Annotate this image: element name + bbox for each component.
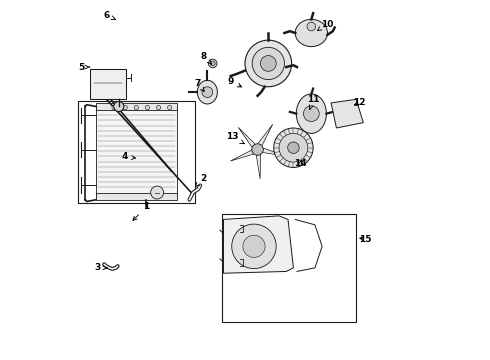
Circle shape bbox=[252, 144, 263, 155]
Polygon shape bbox=[90, 69, 126, 99]
Circle shape bbox=[123, 105, 127, 110]
Ellipse shape bbox=[296, 94, 326, 134]
Bar bbox=[78, 101, 195, 203]
Circle shape bbox=[260, 55, 276, 71]
Circle shape bbox=[134, 105, 139, 110]
Circle shape bbox=[288, 142, 299, 153]
Circle shape bbox=[208, 59, 217, 68]
Polygon shape bbox=[258, 124, 273, 146]
Polygon shape bbox=[256, 154, 261, 179]
Circle shape bbox=[279, 134, 308, 162]
Polygon shape bbox=[331, 99, 364, 128]
Polygon shape bbox=[230, 150, 254, 161]
Ellipse shape bbox=[295, 19, 327, 46]
Text: 15: 15 bbox=[359, 235, 371, 244]
Text: 1: 1 bbox=[133, 202, 149, 220]
Circle shape bbox=[245, 40, 292, 87]
Circle shape bbox=[210, 61, 215, 66]
Circle shape bbox=[252, 47, 285, 80]
Polygon shape bbox=[96, 107, 177, 196]
Circle shape bbox=[112, 105, 116, 110]
Circle shape bbox=[307, 22, 316, 31]
Polygon shape bbox=[223, 216, 294, 273]
Bar bbox=[221, 214, 356, 321]
Text: 13: 13 bbox=[226, 132, 244, 144]
Polygon shape bbox=[96, 103, 177, 110]
Text: 6: 6 bbox=[104, 11, 116, 20]
Circle shape bbox=[303, 106, 319, 122]
Text: 2: 2 bbox=[196, 174, 207, 186]
Text: 8: 8 bbox=[200, 52, 212, 64]
Polygon shape bbox=[238, 127, 255, 148]
Circle shape bbox=[156, 105, 161, 110]
Text: 5: 5 bbox=[78, 63, 90, 72]
Circle shape bbox=[151, 186, 164, 199]
Polygon shape bbox=[263, 148, 286, 156]
Text: 12: 12 bbox=[353, 98, 366, 107]
Text: 10: 10 bbox=[318, 19, 333, 31]
Text: 11: 11 bbox=[307, 95, 319, 109]
Circle shape bbox=[243, 235, 265, 257]
Text: 3: 3 bbox=[95, 264, 107, 273]
Circle shape bbox=[168, 105, 172, 110]
Text: 7: 7 bbox=[195, 79, 204, 91]
Circle shape bbox=[232, 224, 276, 269]
Text: 9: 9 bbox=[227, 77, 242, 87]
Circle shape bbox=[114, 102, 124, 112]
Polygon shape bbox=[96, 193, 177, 200]
Text: 14: 14 bbox=[294, 159, 307, 168]
Circle shape bbox=[274, 128, 313, 167]
Circle shape bbox=[202, 87, 213, 98]
Circle shape bbox=[146, 105, 149, 110]
Text: 4: 4 bbox=[122, 152, 135, 161]
Ellipse shape bbox=[197, 80, 218, 104]
